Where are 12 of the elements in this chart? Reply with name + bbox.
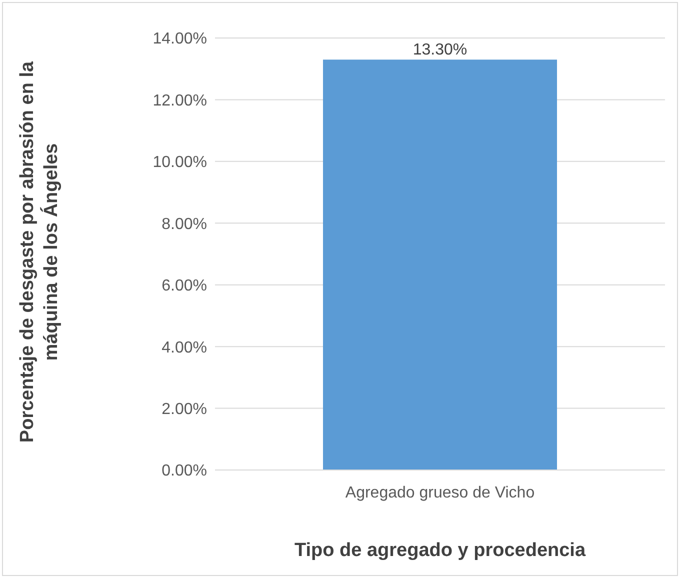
y-tick-label: 2.00% (162, 400, 207, 418)
y-tick-label: 4.00% (162, 339, 207, 356)
y-tick-label: 14.00% (152, 30, 207, 48)
data-label: 13.30% (412, 42, 468, 59)
y-axis-title: Porcentaje de desgaste por abrasión en la máquina de los Ángeles (16, 60, 63, 445)
y-tick-label: 8.00% (162, 216, 207, 233)
y-tick-label: 0.00% (162, 462, 207, 480)
y-tick-label: 6.00% (162, 278, 207, 295)
x-tick-label: Agregado grueso de Vicho (345, 484, 535, 502)
x-axis-title: Tipo de agregado y procedencia (293, 540, 587, 562)
y-tick-label: 12.00% (152, 92, 207, 110)
y-tick-label: 10.00% (152, 154, 207, 172)
